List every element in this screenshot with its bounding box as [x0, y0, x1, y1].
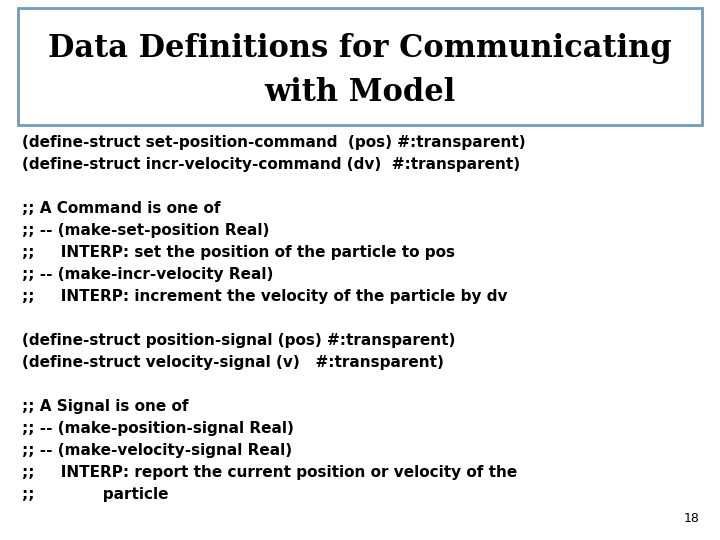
Text: (define-struct position-signal (pos) #:transparent): (define-struct position-signal (pos) #:t…: [22, 333, 455, 348]
Text: ;; A Command is one of: ;; A Command is one of: [22, 201, 220, 216]
Text: ;; -- (make-position-signal Real): ;; -- (make-position-signal Real): [22, 421, 294, 436]
Text: Data Definitions for Communicating: Data Definitions for Communicating: [48, 33, 672, 64]
Bar: [18, 8, 702, 125]
Text: ;;             particle: ;; particle: [22, 487, 168, 502]
Text: ;;     INTERP: set the position of the particle to pos: ;; INTERP: set the position of the parti…: [22, 245, 455, 260]
Text: ;; -- (make-incr-velocity Real): ;; -- (make-incr-velocity Real): [22, 267, 274, 282]
Text: with Model: with Model: [264, 77, 456, 108]
Text: ;; -- (make-set-position Real): ;; -- (make-set-position Real): [22, 223, 269, 238]
Text: (define-struct set-position-command  (pos) #:transparent): (define-struct set-position-command (pos…: [22, 135, 526, 150]
Text: ;; A Signal is one of: ;; A Signal is one of: [22, 399, 189, 414]
Text: ;;     INTERP: increment the velocity of the particle by dv: ;; INTERP: increment the velocity of the…: [22, 289, 508, 304]
Text: (define-struct incr-velocity-command (dv)  #:transparent): (define-struct incr-velocity-command (dv…: [22, 157, 520, 172]
Text: 18: 18: [684, 512, 700, 525]
Text: ;;     INTERP: report the current position or velocity of the: ;; INTERP: report the current position o…: [22, 465, 517, 480]
Text: ;; -- (make-velocity-signal Real): ;; -- (make-velocity-signal Real): [22, 443, 292, 458]
Text: (define-struct velocity-signal (v)   #:transparent): (define-struct velocity-signal (v) #:tra…: [22, 355, 444, 370]
